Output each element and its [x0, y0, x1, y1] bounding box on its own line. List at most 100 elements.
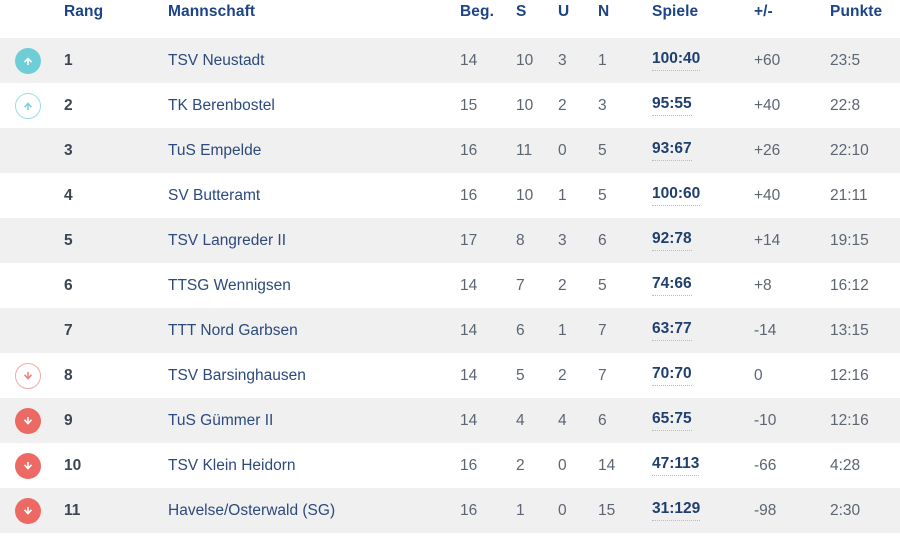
movement-none	[15, 135, 41, 161]
losses-cell: 5	[598, 276, 607, 294]
games-value[interactable]: 47:113	[652, 455, 700, 476]
table-row[interactable]: 5 TSV Langreder II 17 8 3 6 92:78 +14 19:15	[0, 218, 900, 263]
games-cell[interactable]: 100:40	[638, 38, 744, 83]
games-value[interactable]: 31:129	[652, 500, 701, 521]
movement-indicator-cell	[0, 83, 56, 128]
beg-cell: 16	[460, 186, 478, 204]
movement-indicator-cell	[0, 488, 56, 533]
arrow-down-icon	[15, 407, 41, 434]
team-name-cell[interactable]: TK Berenbostel	[168, 96, 275, 114]
games-value[interactable]: 65:75	[652, 410, 692, 431]
games-cell[interactable]: 63:77	[638, 308, 744, 353]
wins-cell: 2	[516, 456, 525, 474]
goal-difference-cell: +14	[754, 231, 781, 249]
movement-none	[15, 180, 41, 206]
beg-cell: 17	[460, 231, 478, 249]
arrow-down-icon	[15, 362, 41, 389]
games-value[interactable]: 100:60	[652, 185, 701, 206]
beg-cell: 14	[460, 411, 478, 429]
goal-difference-cell: -98	[754, 501, 777, 519]
table-row[interactable]: 9 TuS Gümmer II 14 4 4 6 65:75 -10 12:16	[0, 398, 900, 443]
rank-cell: 2	[64, 96, 73, 114]
team-name-cell[interactable]: TTSG Wennigsen	[168, 276, 291, 294]
team-name-cell[interactable]: TTT Nord Garbsen	[168, 321, 298, 339]
beg-cell: 15	[460, 96, 478, 114]
table-row[interactable]: 1 TSV Neustadt 14 10 3 1 100:40 +60 23:5	[0, 38, 900, 83]
beg-cell: 16	[460, 141, 478, 159]
games-value[interactable]: 95:55	[652, 95, 692, 116]
games-value[interactable]: 93:67	[652, 140, 692, 161]
table-row[interactable]: 7 TTT Nord Garbsen 14 6 1 7 63:77 -14 13:15	[0, 308, 900, 353]
column-header-losses: N	[598, 3, 610, 20]
team-name-cell[interactable]: TSV Neustadt	[168, 51, 265, 69]
losses-cell: 1	[598, 51, 607, 69]
points-cell: 4:28	[830, 456, 861, 474]
beg-cell: 14	[460, 276, 478, 294]
games-cell[interactable]: 95:55	[638, 83, 744, 128]
team-name-cell[interactable]: Havelse/Osterwald (SG)	[168, 501, 336, 519]
points-cell: 12:16	[830, 411, 869, 429]
table-row[interactable]: 6 TTSG Wennigsen 14 7 2 5 74:66 +8 16:12	[0, 263, 900, 308]
team-name-cell[interactable]: TSV Klein Heidorn	[168, 456, 296, 474]
games-value[interactable]: 74:66	[652, 275, 692, 296]
team-name-cell[interactable]: TuS Empelde	[168, 141, 262, 159]
beg-cell: 14	[460, 51, 478, 69]
games-value[interactable]: 63:77	[652, 320, 692, 341]
wins-cell: 4	[516, 411, 525, 429]
team-name-cell[interactable]: SV Butteramt	[168, 186, 261, 204]
losses-cell: 14	[598, 456, 616, 474]
beg-cell: 16	[460, 501, 478, 519]
column-header-goaldiff: +/-	[754, 3, 773, 20]
games-value[interactable]: 70:70	[652, 365, 692, 386]
movement-indicator-cell	[0, 173, 56, 218]
games-cell[interactable]: 92:78	[638, 218, 744, 263]
games-value[interactable]: 92:78	[652, 230, 692, 251]
points-cell: 13:15	[830, 321, 869, 339]
points-cell: 2:30	[830, 501, 861, 519]
column-header-points: Punkte	[830, 3, 883, 20]
points-cell: 12:16	[830, 366, 869, 384]
games-cell[interactable]: 93:67	[638, 128, 744, 173]
points-cell: 16:12	[830, 276, 869, 294]
table-row[interactable]: 3 TuS Empelde 16 11 0 5 93:67 +26 22:10	[0, 128, 900, 173]
arrow-up-icon	[15, 47, 41, 74]
team-name-cell[interactable]: TSV Langreder II	[168, 231, 287, 249]
games-cell[interactable]: 31:129	[638, 488, 744, 533]
draws-cell: 2	[558, 96, 567, 114]
games-cell[interactable]: 70:70	[638, 353, 744, 398]
wins-cell: 8	[516, 231, 525, 249]
rank-cell: 9	[64, 411, 73, 429]
movement-none	[15, 315, 41, 341]
beg-cell: 14	[460, 321, 478, 339]
table-row[interactable]: 10 TSV Klein Heidorn 16 2 0 14 47:113 -66 4:28	[0, 443, 900, 488]
goal-difference-cell: +40	[754, 96, 781, 114]
wins-cell: 10	[516, 186, 534, 204]
wins-cell: 1	[516, 501, 525, 519]
team-name-cell[interactable]: TSV Barsinghausen	[168, 366, 306, 384]
table-row[interactable]: 11 Havelse/Osterwald (SG) 16 1 0 15 31:129 -98 2…	[0, 488, 900, 533]
rank-cell: 10	[64, 456, 82, 474]
table-row[interactable]: 2 TK Berenbostel 15 10 2 3 95:55 +40 22:8	[0, 83, 900, 128]
draws-cell: 1	[558, 186, 567, 204]
arrow-down-icon	[15, 497, 41, 524]
games-cell[interactable]: 74:66	[638, 263, 744, 308]
goal-difference-cell: +60	[754, 51, 781, 69]
games-cell[interactable]: 65:75	[638, 398, 744, 443]
table-row[interactable]: 8 TSV Barsinghausen 14 5 2 7 70:70 0 12:16	[0, 353, 900, 398]
draws-cell: 1	[558, 321, 567, 339]
league-standings-table: Rang Mannschaft Beg. S U N Spiele +/- Pu…	[0, 3, 900, 533]
movement-none	[15, 225, 41, 251]
points-cell: 19:15	[830, 231, 869, 249]
goal-difference-cell: -10	[754, 411, 777, 429]
team-name-cell[interactable]: TuS Gümmer II	[168, 411, 274, 429]
losses-cell: 6	[598, 231, 607, 249]
rank-cell: 5	[64, 231, 73, 249]
goal-difference-cell: +8	[754, 276, 772, 294]
beg-cell: 16	[460, 456, 478, 474]
table-row[interactable]: 4 SV Butteramt 16 10 1 5 100:60 +40 21:11	[0, 173, 900, 218]
wins-cell: 7	[516, 276, 525, 294]
games-value[interactable]: 100:40	[652, 50, 701, 71]
games-cell[interactable]: 47:113	[638, 443, 744, 488]
games-cell[interactable]: 100:60	[638, 173, 744, 218]
